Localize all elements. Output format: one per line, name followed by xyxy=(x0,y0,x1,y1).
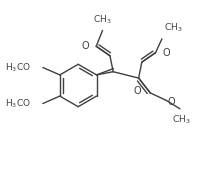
Text: CH$_3$: CH$_3$ xyxy=(93,13,112,26)
Text: O: O xyxy=(81,41,89,51)
Text: O: O xyxy=(133,86,141,96)
Text: O: O xyxy=(168,97,176,107)
Text: CH$_3$: CH$_3$ xyxy=(164,22,183,34)
Text: O: O xyxy=(163,48,171,58)
Text: CH$_3$: CH$_3$ xyxy=(172,113,190,126)
Text: H$_3$CO: H$_3$CO xyxy=(5,61,31,74)
Text: H$_3$CO: H$_3$CO xyxy=(5,97,31,110)
